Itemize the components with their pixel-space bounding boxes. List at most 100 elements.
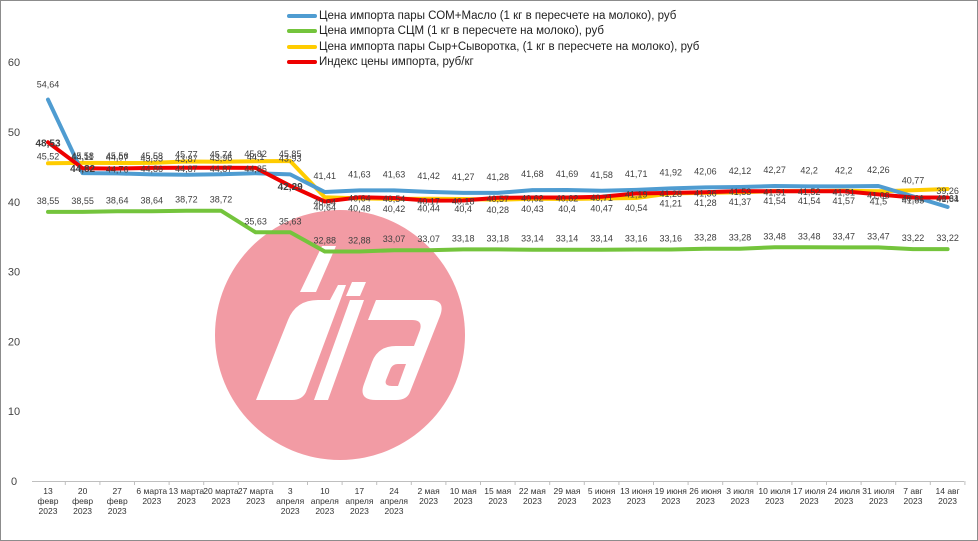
data-label: 42,29 (278, 182, 303, 193)
data-label: 33,07 (383, 234, 406, 244)
data-label: 33,07 (417, 234, 440, 244)
x-tick-label-line: 14 авг (936, 486, 960, 496)
x-tick-label: 10 мая 2023 (450, 486, 477, 506)
legend-label: Индекс цены импорта, руб/кг (319, 56, 474, 69)
x-tick-label-line: 2023 (488, 496, 507, 506)
x-tick-label-line: 2023 (39, 506, 58, 516)
data-label: 48,53 (35, 138, 60, 149)
y-tick-label: 10 (8, 406, 20, 418)
x-tick-label: 31 июля 2023 (862, 486, 895, 506)
data-label: 33,18 (452, 233, 475, 243)
y-tick-label: 40 (8, 197, 20, 209)
data-label: 33,28 (694, 233, 717, 243)
x-tick-label-line: 2023 (627, 496, 646, 506)
data-label: 40,64 (348, 193, 371, 203)
data-label: 44,86 (141, 164, 164, 174)
data-label: 33,47 (867, 231, 890, 241)
x-tick-label-line: 2023 (523, 496, 542, 506)
x-tick-label: 13 июня 2023 (620, 486, 653, 506)
data-label: 44,85 (244, 164, 267, 174)
series-line-import-index (46, 140, 950, 204)
x-tick-label: 27 марта 2023 (238, 486, 274, 506)
data-label: 40,61 (902, 194, 925, 204)
x-tick-label: 6 марта 2023 (136, 486, 167, 506)
series-line-som-butter (46, 97, 950, 209)
x-tick-label-line: 13 июня (620, 486, 653, 496)
x-tick-label-line: 2023 (142, 496, 161, 506)
data-label: 35,63 (244, 216, 267, 226)
data-label: 41,57 (833, 196, 856, 206)
legend-label: Цена импорта пары Сыр+Сыворотка, (1 кг в… (319, 40, 700, 53)
x-tick-label-line: февр (107, 496, 128, 506)
data-label: 41,5 (870, 196, 888, 206)
x-tick-label-line: 20 (78, 486, 88, 496)
x-tick-label-line: 2023 (834, 496, 853, 506)
data-label: 41,52 (798, 187, 821, 197)
data-label: 43,96 (210, 153, 233, 163)
x-tick-label-line: 2 мая (417, 486, 440, 496)
x-tick-label: 24 июля 2023 (828, 486, 861, 506)
data-label: 33,16 (625, 234, 648, 244)
data-label: 41,92 (660, 167, 683, 177)
data-label: 40,4 (454, 204, 472, 214)
x-tick-label: 17 июля 2023 (793, 486, 826, 506)
x-tick-label-line: 20 марта (203, 486, 239, 496)
x-tick-label-line: 19 июня (655, 486, 688, 496)
data-label: 38,64 (141, 195, 164, 205)
x-tick-label-line: 2023 (731, 496, 750, 506)
data-label: 41,36 (694, 188, 717, 198)
x-tick-label-line: апреля (380, 496, 408, 506)
x-tick-label-line: 10 мая (450, 486, 477, 496)
x-tick-label: 15 мая 2023 (484, 486, 511, 506)
x-tick-label-line: 2023 (419, 496, 438, 506)
data-label: 40,18 (452, 197, 475, 207)
data-label: 41,51 (833, 187, 856, 197)
data-label: 41,63 (348, 169, 371, 179)
data-label: 40,42 (383, 204, 406, 214)
data-label: 33,18 (487, 233, 510, 243)
x-tick-label-line: 27 (112, 486, 122, 496)
data-label: 41,06 (867, 190, 890, 200)
x-tick-label-line: 2023 (938, 496, 957, 506)
data-label: 40,62 (556, 193, 579, 203)
x-tick-label-line: апреля (311, 496, 339, 506)
legend-swatch-blue (287, 13, 317, 18)
data-label: 43,93 (279, 153, 302, 163)
data-label: 44,82 (70, 164, 95, 175)
x-tick-label-line: 2023 (558, 496, 577, 506)
data-label: 32,88 (348, 235, 371, 245)
data-label: 44,11 (72, 152, 94, 162)
data-label: 41,53 (729, 187, 752, 197)
data-label: 41,51 (763, 187, 786, 197)
data-label: 40,17 (417, 197, 440, 207)
legend-item: Цена импорта СЦМ (1 кг в пересчете на мо… (287, 24, 699, 40)
data-label: 45,56 (106, 151, 129, 161)
legend: Цена импорта пары СОМ+Масло (1 кг в пере… (287, 8, 699, 70)
x-tick-label-line: 31 июля (862, 486, 895, 496)
x-tick-label-line: 2023 (281, 506, 300, 516)
data-label: 38,55 (71, 196, 94, 206)
y-tick-label: 20 (8, 336, 20, 348)
legend-item: Цена импорта пары СОМ+Масло (1 кг в пере… (287, 8, 699, 24)
x-tick-label-line: апреля (276, 496, 304, 506)
data-label: 42,26 (867, 165, 890, 175)
x-tick-label-line: 2023 (661, 496, 680, 506)
data-label: 40,57 (487, 194, 510, 204)
x-tick-label-line: 17 (355, 486, 365, 496)
data-label: 42,06 (694, 166, 717, 176)
x-tick-label-line: 2023 (246, 496, 265, 506)
x-tick-label: 24 апреля 2023 (380, 486, 408, 516)
data-label: 44,1 (247, 152, 265, 162)
x-tick-label: 27 февр 2023 (107, 486, 128, 516)
data-label: 41,69 (556, 169, 579, 179)
y-axis-ticks: 0 10 20 30 40 50 60 (8, 57, 20, 488)
x-tick-label: 14 авг 2023 (936, 486, 960, 506)
y-tick-label: 0 (11, 476, 17, 488)
x-tick-label: 20 февр 2023 (72, 486, 93, 516)
data-label: 43,93 (141, 153, 164, 163)
data-label: 40,64 (314, 202, 337, 212)
x-tick-label: 2 мая 2023 (417, 486, 440, 506)
data-label: 38,55 (37, 196, 60, 206)
x-tick-label: 26 июня 2023 (689, 486, 722, 506)
series-lines (46, 97, 950, 254)
